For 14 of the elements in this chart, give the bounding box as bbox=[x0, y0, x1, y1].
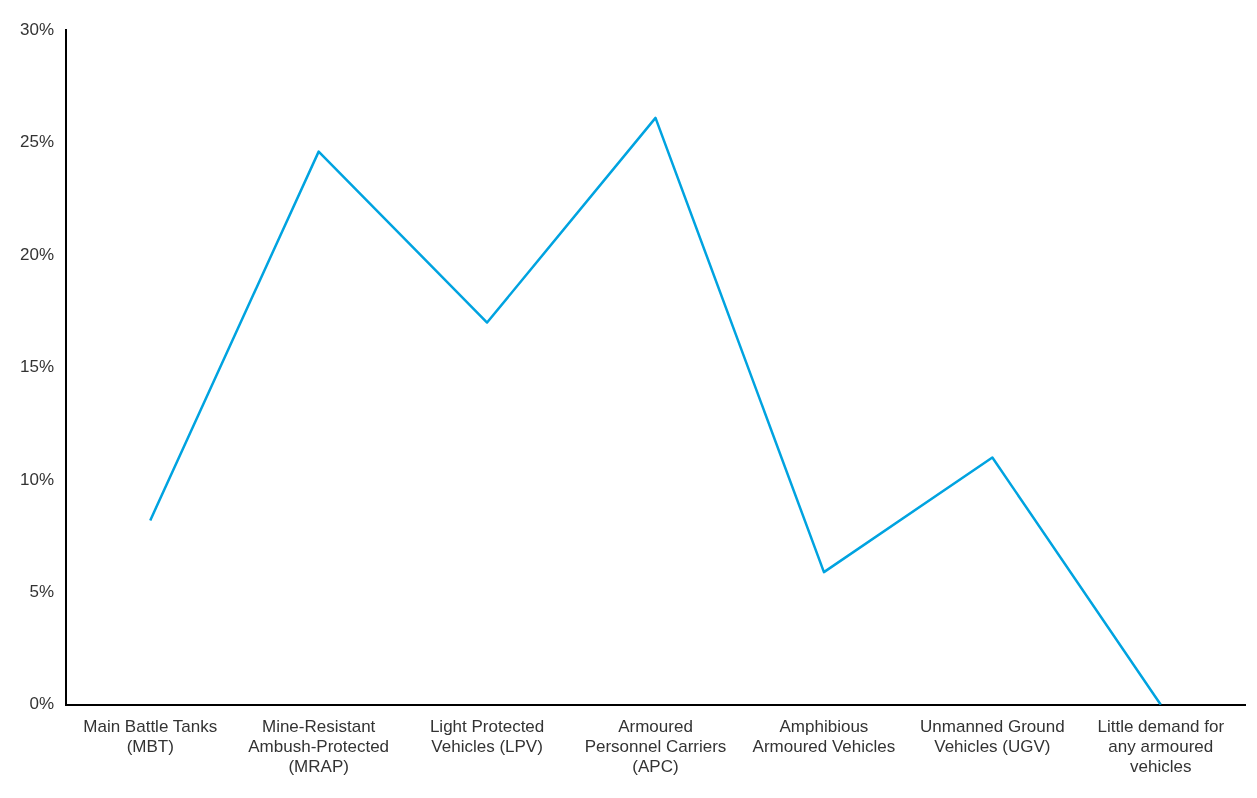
x-tick-label: Main Battle Tanks (MBT) bbox=[83, 716, 218, 757]
y-tick-label: 20% bbox=[19, 244, 55, 264]
y-tick-label: 10% bbox=[19, 469, 55, 489]
x-tick-label: Unmanned Ground Vehicles (UGV) bbox=[920, 716, 1065, 757]
y-tick-label: 5% bbox=[29, 582, 55, 602]
x-tick-label: Mine-Resistant Ambush-Protected (MRAP) bbox=[248, 716, 390, 777]
y-tick-label: 0% bbox=[29, 694, 55, 714]
x-tick-label: Little demand for any armoured vehicles bbox=[1097, 716, 1225, 777]
x-tick-label: Amphibious Armoured Vehicles bbox=[752, 716, 896, 757]
y-tick-label: 30% bbox=[19, 19, 55, 39]
y-tick-label: 25% bbox=[19, 132, 55, 152]
x-tick-label: Light Protected Vehicles (LPV) bbox=[429, 716, 545, 757]
y-tick-label: 15% bbox=[19, 357, 55, 377]
x-tick-label: Armoured Personnel Carriers (APC) bbox=[584, 716, 727, 777]
